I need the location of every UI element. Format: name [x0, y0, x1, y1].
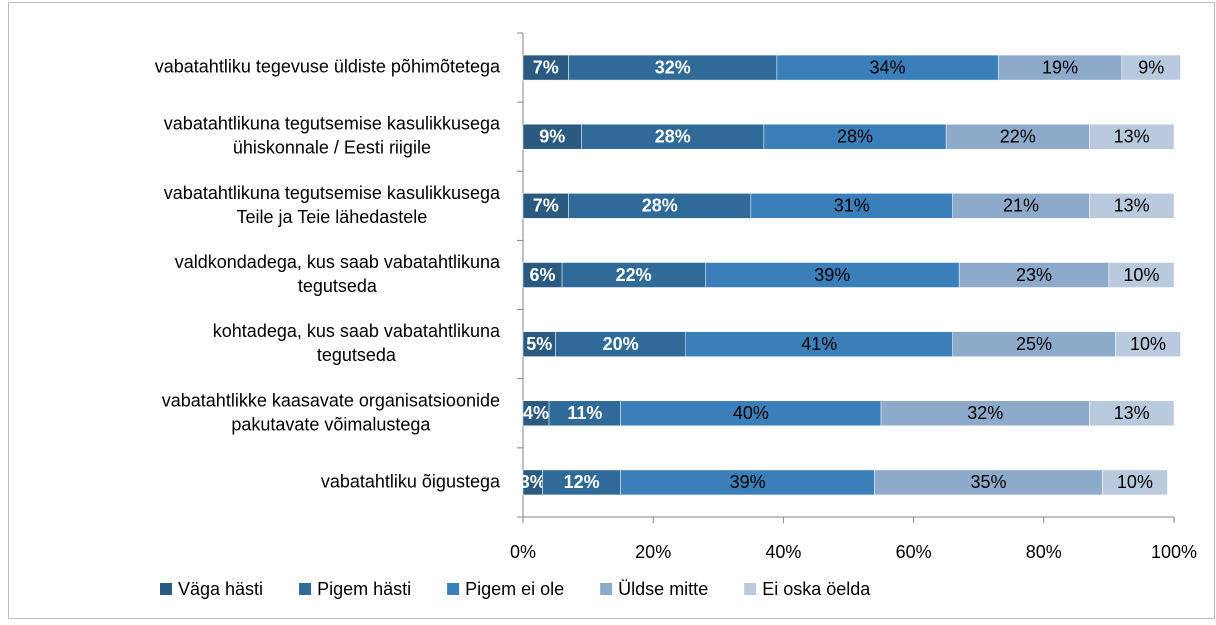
x-tick-label: 100%	[1151, 542, 1197, 562]
x-tick-label: 0%	[510, 542, 536, 562]
bar-segment	[581, 123, 765, 150]
data-label: 32%	[967, 403, 1003, 423]
bar-segment	[705, 262, 960, 288]
legend-swatch	[600, 583, 613, 595]
bar-segment	[522, 193, 569, 219]
data-label: 40%	[733, 403, 769, 423]
data-label: 28%	[655, 126, 691, 146]
category-label: vabatahtliku õigustega	[321, 471, 501, 491]
legend-swatch	[299, 583, 312, 595]
legend-swatch	[744, 583, 757, 595]
data-label: 7%	[533, 196, 559, 216]
category-label: valdkondadega, kus saab vabatahtlikuna te…	[175, 252, 501, 296]
data-label: 13%	[1114, 196, 1150, 216]
bar-segment	[1102, 469, 1168, 496]
bar-segment	[945, 123, 1090, 150]
bar-segment	[776, 54, 999, 81]
x-tick-label: 60%	[896, 542, 932, 562]
category-label: kohtadega, kus saab vabatahtlikuna teguts…	[213, 321, 501, 365]
bar-segment	[555, 331, 686, 357]
data-label: 39%	[730, 472, 766, 492]
bar-segment	[763, 123, 947, 150]
data-label: 25%	[1016, 334, 1052, 354]
category-label: vabatahtlikuna tegutsemise kasulikkusega…	[164, 113, 501, 157]
data-label: 11%	[567, 403, 602, 423]
bar-segment	[1089, 400, 1175, 427]
data-label: 4%	[523, 403, 549, 423]
legend-label: Üldse mitte	[618, 579, 708, 599]
data-label: 35%	[970, 472, 1006, 492]
category-label: vabatahtliku tegevuse üldiste põhimõtete…	[155, 56, 501, 76]
data-label: 10%	[1130, 334, 1166, 354]
x-tick-label: 20%	[635, 542, 671, 562]
data-label: 19%	[1042, 57, 1078, 77]
bar-segment	[952, 193, 1090, 219]
data-label: 5%	[526, 334, 552, 354]
data-label: 10%	[1123, 265, 1159, 285]
legend-swatch	[447, 583, 460, 595]
data-label: 9%	[1138, 57, 1164, 77]
bar-segment	[685, 331, 953, 357]
bar-segment	[1089, 123, 1175, 150]
data-label: 32%	[655, 57, 691, 77]
bar-segment	[620, 469, 875, 496]
bar-segment	[1089, 193, 1175, 219]
bar-segment	[620, 400, 882, 427]
data-label: 23%	[1016, 265, 1052, 285]
bar-segment	[874, 469, 1103, 496]
bar-segment	[561, 262, 706, 288]
data-label: 13%	[1114, 403, 1150, 423]
bar-segment	[750, 193, 953, 219]
bar-segment	[542, 469, 621, 496]
legend: Väga hästi Pigem hästi Pigem ei ole Üldse m…	[160, 579, 871, 599]
x-tick-label: 40%	[765, 542, 801, 562]
data-label: 31%	[834, 196, 870, 216]
legend-label: Pigem hästi	[317, 579, 411, 599]
data-label: 20%	[603, 334, 639, 354]
data-label: 3%	[520, 472, 546, 492]
bar-segment	[958, 262, 1110, 288]
bar-segment	[997, 54, 1123, 81]
bar-segment	[1121, 54, 1181, 81]
data-label: 41%	[801, 334, 837, 354]
x-tick-label: 80%	[1026, 542, 1062, 562]
data-label: 22%	[1000, 126, 1036, 146]
data-label: 34%	[870, 57, 906, 77]
data-label: 39%	[814, 265, 850, 285]
bar-segment	[522, 123, 582, 150]
bar-segment	[1115, 331, 1181, 357]
bar-segment	[568, 193, 752, 219]
data-label: 9%	[539, 126, 565, 146]
legend-swatch	[160, 583, 172, 595]
data-label: 22%	[616, 265, 652, 285]
bar-segment	[522, 331, 556, 357]
legend-label: Pigem ei ole	[465, 579, 564, 599]
category-label: vabatahtlikuna tegutsemise kasulikkusega…	[164, 183, 501, 227]
data-label: 12%	[564, 472, 600, 492]
data-label: 28%	[642, 196, 678, 216]
chart-border	[8, 2, 1215, 619]
legend-label: Ei oska öelda	[762, 579, 871, 599]
bar-segment	[548, 400, 621, 427]
bar-segment	[522, 400, 550, 427]
bar-segment	[522, 262, 563, 288]
data-label: 13%	[1114, 126, 1150, 146]
data-label: 10%	[1117, 472, 1153, 492]
data-label: 28%	[837, 126, 873, 146]
bar-segment	[568, 54, 778, 81]
data-label: 6%	[530, 265, 556, 285]
category-label: vabatahtlikke kaasavate organisatsioonid…	[162, 390, 500, 434]
legend-label: Väga hästi	[178, 579, 263, 599]
data-label: 7%	[533, 57, 559, 77]
data-label: 21%	[1003, 196, 1039, 216]
bar-segment	[522, 54, 569, 81]
bar-segment	[1108, 262, 1175, 288]
